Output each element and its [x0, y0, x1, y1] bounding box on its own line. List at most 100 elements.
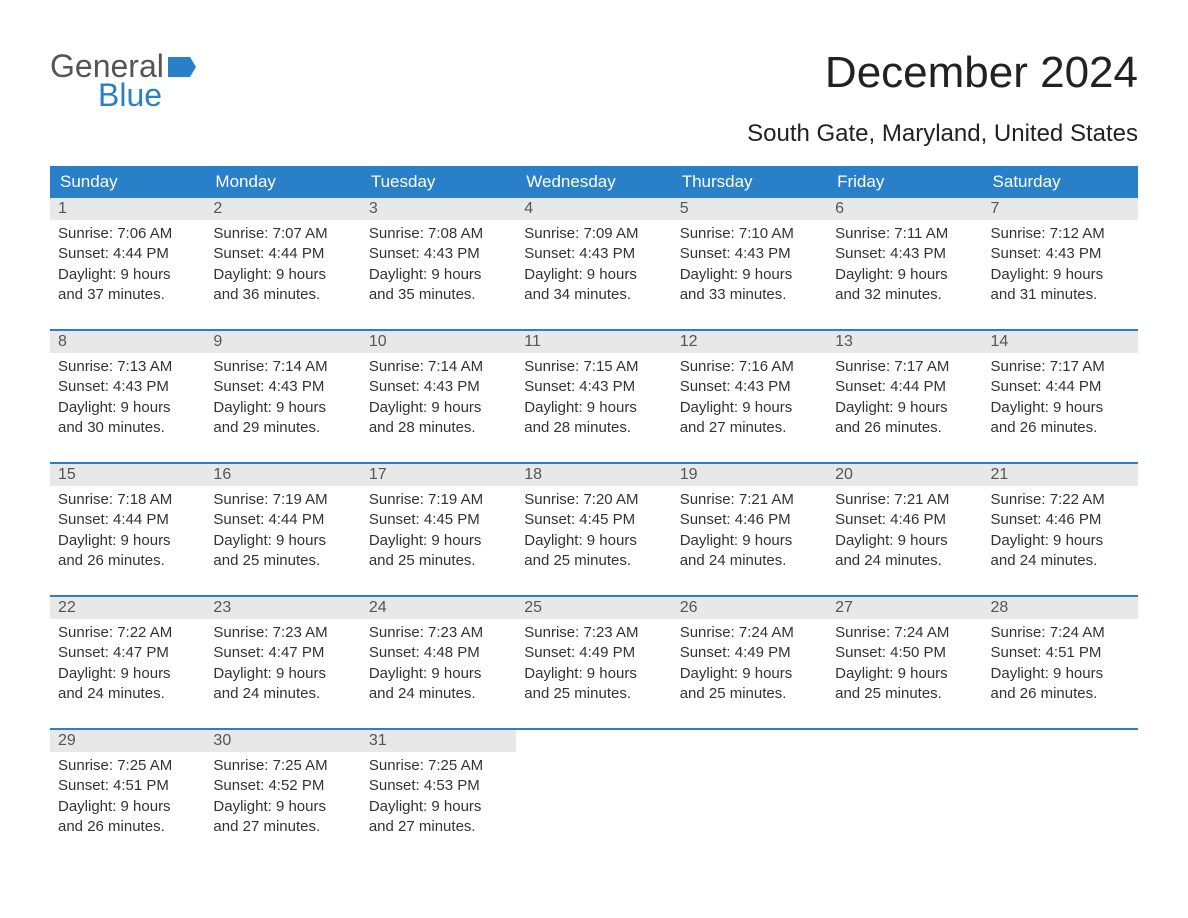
day-header: Saturday — [983, 166, 1138, 198]
sunset-text: Sunset: 4:43 PM — [991, 244, 1130, 264]
daylight-text: and 33 minutes. — [680, 285, 819, 305]
daylight-text: and 25 minutes. — [213, 551, 352, 571]
day-number-cell — [672, 730, 827, 752]
day-detail-cell: Sunrise: 7:18 AMSunset: 4:44 PMDaylight:… — [50, 486, 205, 596]
daylight-text: and 24 minutes. — [213, 684, 352, 704]
daylight-text: Daylight: 9 hours — [524, 265, 663, 285]
daylight-text: and 24 minutes. — [58, 684, 197, 704]
day-number-cell: 3 — [361, 198, 516, 220]
day-number-row: 891011121314 — [50, 331, 1138, 353]
day-number-cell: 10 — [361, 331, 516, 353]
page-subtitle: South Gate, Maryland, United States — [50, 120, 1138, 148]
daylight-text: Daylight: 9 hours — [213, 531, 352, 551]
day-header: Friday — [827, 166, 982, 198]
daylight-text: Daylight: 9 hours — [58, 797, 197, 817]
day-detail-cell: Sunrise: 7:06 AMSunset: 4:44 PMDaylight:… — [50, 220, 205, 330]
daylight-text: Daylight: 9 hours — [680, 664, 819, 684]
sunset-text: Sunset: 4:43 PM — [524, 244, 663, 264]
day-number-cell: 9 — [205, 331, 360, 353]
daylight-text: and 29 minutes. — [213, 418, 352, 438]
sunrise-text: Sunrise: 7:25 AM — [58, 756, 197, 776]
day-detail-cell: Sunrise: 7:23 AMSunset: 4:48 PMDaylight:… — [361, 619, 516, 729]
day-detail-cell: Sunrise: 7:19 AMSunset: 4:45 PMDaylight:… — [361, 486, 516, 596]
sunrise-text: Sunrise: 7:24 AM — [835, 623, 974, 643]
daylight-text: and 25 minutes. — [524, 684, 663, 704]
daylight-text: and 35 minutes. — [369, 285, 508, 305]
day-number-cell: 16 — [205, 464, 360, 486]
sunset-text: Sunset: 4:49 PM — [680, 643, 819, 663]
sunset-text: Sunset: 4:45 PM — [524, 510, 663, 530]
sunset-text: Sunset: 4:43 PM — [58, 377, 197, 397]
day-detail-row: Sunrise: 7:06 AMSunset: 4:44 PMDaylight:… — [50, 220, 1138, 330]
sunset-text: Sunset: 4:46 PM — [680, 510, 819, 530]
sunrise-text: Sunrise: 7:22 AM — [58, 623, 197, 643]
sunset-text: Sunset: 4:46 PM — [991, 510, 1130, 530]
day-number-cell: 13 — [827, 331, 982, 353]
day-detail-cell: Sunrise: 7:09 AMSunset: 4:43 PMDaylight:… — [516, 220, 671, 330]
day-detail-row: Sunrise: 7:13 AMSunset: 4:43 PMDaylight:… — [50, 353, 1138, 463]
sunrise-text: Sunrise: 7:17 AM — [991, 357, 1130, 377]
daylight-text: and 27 minutes. — [680, 418, 819, 438]
daylight-text: and 26 minutes. — [991, 684, 1130, 704]
sunset-text: Sunset: 4:44 PM — [213, 510, 352, 530]
day-detail-row: Sunrise: 7:18 AMSunset: 4:44 PMDaylight:… — [50, 486, 1138, 596]
sunrise-text: Sunrise: 7:07 AM — [213, 224, 352, 244]
sunset-text: Sunset: 4:49 PM — [524, 643, 663, 663]
sunrise-text: Sunrise: 7:22 AM — [991, 490, 1130, 510]
sunrise-text: Sunrise: 7:15 AM — [524, 357, 663, 377]
daylight-text: Daylight: 9 hours — [991, 265, 1130, 285]
daylight-text: Daylight: 9 hours — [991, 664, 1130, 684]
day-number-cell: 5 — [672, 198, 827, 220]
sunrise-text: Sunrise: 7:23 AM — [369, 623, 508, 643]
daylight-text: and 30 minutes. — [58, 418, 197, 438]
day-number-cell: 22 — [50, 597, 205, 619]
day-header: Monday — [205, 166, 360, 198]
sunset-text: Sunset: 4:43 PM — [680, 244, 819, 264]
daylight-text: Daylight: 9 hours — [369, 265, 508, 285]
day-detail-row: Sunrise: 7:22 AMSunset: 4:47 PMDaylight:… — [50, 619, 1138, 729]
sunset-text: Sunset: 4:53 PM — [369, 776, 508, 796]
day-detail-cell: Sunrise: 7:07 AMSunset: 4:44 PMDaylight:… — [205, 220, 360, 330]
daylight-text: Daylight: 9 hours — [991, 531, 1130, 551]
daylight-text: and 28 minutes. — [369, 418, 508, 438]
day-number-cell: 20 — [827, 464, 982, 486]
daylight-text: Daylight: 9 hours — [524, 664, 663, 684]
sunset-text: Sunset: 4:48 PM — [369, 643, 508, 663]
daylight-text: and 26 minutes. — [58, 817, 197, 837]
sunrise-text: Sunrise: 7:14 AM — [213, 357, 352, 377]
day-header: Sunday — [50, 166, 205, 198]
day-number-cell: 6 — [827, 198, 982, 220]
day-number-cell: 24 — [361, 597, 516, 619]
sunset-text: Sunset: 4:52 PM — [213, 776, 352, 796]
sunset-text: Sunset: 4:44 PM — [835, 377, 974, 397]
sunrise-text: Sunrise: 7:24 AM — [680, 623, 819, 643]
day-number-cell: 17 — [361, 464, 516, 486]
day-number-cell: 2 — [205, 198, 360, 220]
sunset-text: Sunset: 4:46 PM — [835, 510, 974, 530]
sunrise-text: Sunrise: 7:18 AM — [58, 490, 197, 510]
day-detail-cell: Sunrise: 7:15 AMSunset: 4:43 PMDaylight:… — [516, 353, 671, 463]
daylight-text: and 24 minutes. — [369, 684, 508, 704]
daylight-text: and 32 minutes. — [835, 285, 974, 305]
daylight-text: Daylight: 9 hours — [58, 664, 197, 684]
day-detail-cell: Sunrise: 7:17 AMSunset: 4:44 PMDaylight:… — [827, 353, 982, 463]
daylight-text: Daylight: 9 hours — [213, 797, 352, 817]
sunrise-text: Sunrise: 7:17 AM — [835, 357, 974, 377]
sunrise-text: Sunrise: 7:23 AM — [524, 623, 663, 643]
sunset-text: Sunset: 4:47 PM — [58, 643, 197, 663]
day-number-cell: 14 — [983, 331, 1138, 353]
daylight-text: and 34 minutes. — [524, 285, 663, 305]
day-detail-cell: Sunrise: 7:08 AMSunset: 4:43 PMDaylight:… — [361, 220, 516, 330]
day-number-row: 1234567 — [50, 198, 1138, 220]
calendar-table: Sunday Monday Tuesday Wednesday Thursday… — [50, 166, 1138, 861]
day-detail-cell — [516, 752, 671, 861]
daylight-text: Daylight: 9 hours — [680, 265, 819, 285]
daylight-text: Daylight: 9 hours — [680, 398, 819, 418]
day-number-cell: 19 — [672, 464, 827, 486]
day-detail-cell: Sunrise: 7:13 AMSunset: 4:43 PMDaylight:… — [50, 353, 205, 463]
day-number-row: 15161718192021 — [50, 464, 1138, 486]
day-header-row: Sunday Monday Tuesday Wednesday Thursday… — [50, 166, 1138, 198]
sunrise-text: Sunrise: 7:19 AM — [213, 490, 352, 510]
daylight-text: and 24 minutes. — [991, 551, 1130, 571]
sunset-text: Sunset: 4:43 PM — [213, 377, 352, 397]
